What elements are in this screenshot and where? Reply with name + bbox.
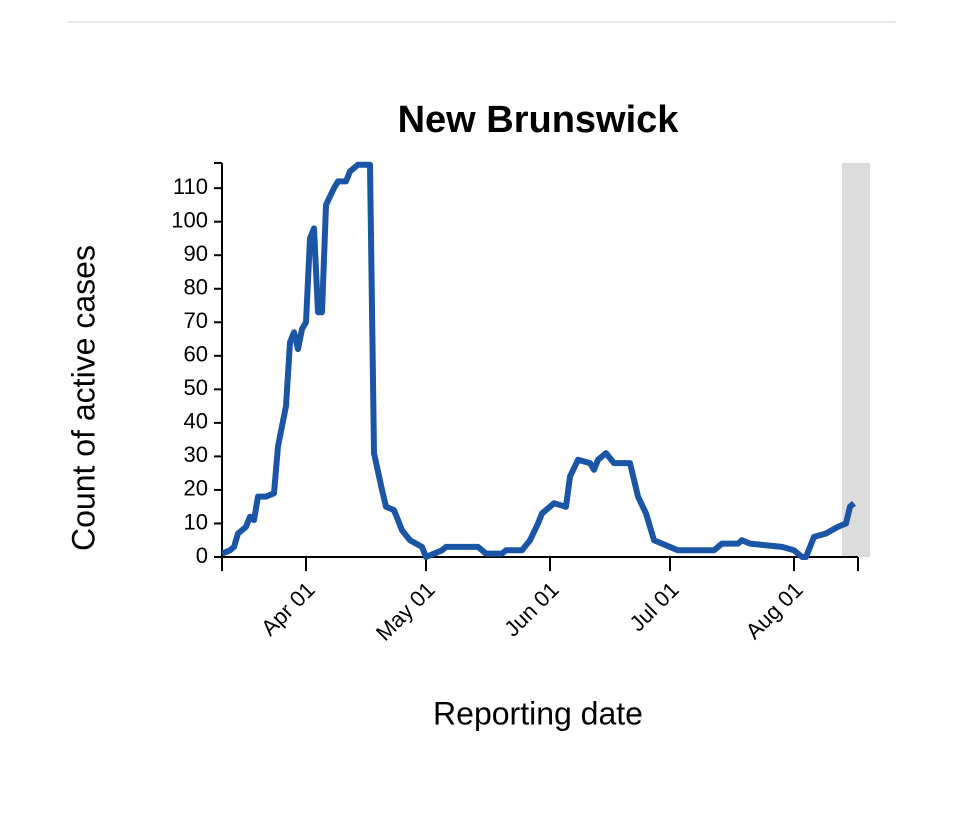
y-tick-label: 50 [184,375,208,400]
chart-title: New Brunswick [398,99,680,141]
y-tick-label: 20 [184,476,208,501]
y-tick-label: 90 [184,241,208,266]
x-tick-label: Apr 01 [256,577,320,641]
y-tick-label: 40 [184,409,208,434]
y-tick-label: 0 [196,543,208,568]
y-tick-label: 110 [173,174,208,199]
y-tick-label: 70 [184,308,208,333]
x-axis-label: Reporting date [433,695,643,731]
x-tick-label: May 01 [371,577,440,646]
x-tick-label: Aug 01 [741,577,808,644]
y-tick-label: 30 [184,442,208,467]
shaded-region [842,163,870,557]
y-tick-label: 100 [171,207,208,232]
x-tick-label: Jun 01 [499,577,563,641]
x-tick-label: Jul 01 [624,577,683,636]
data-line [222,161,856,560]
y-tick-label: 60 [184,342,208,367]
y-axis-label: Count of active cases [65,245,101,551]
y-tick-label: 10 [184,509,208,534]
y-tick-label: 80 [184,275,208,300]
